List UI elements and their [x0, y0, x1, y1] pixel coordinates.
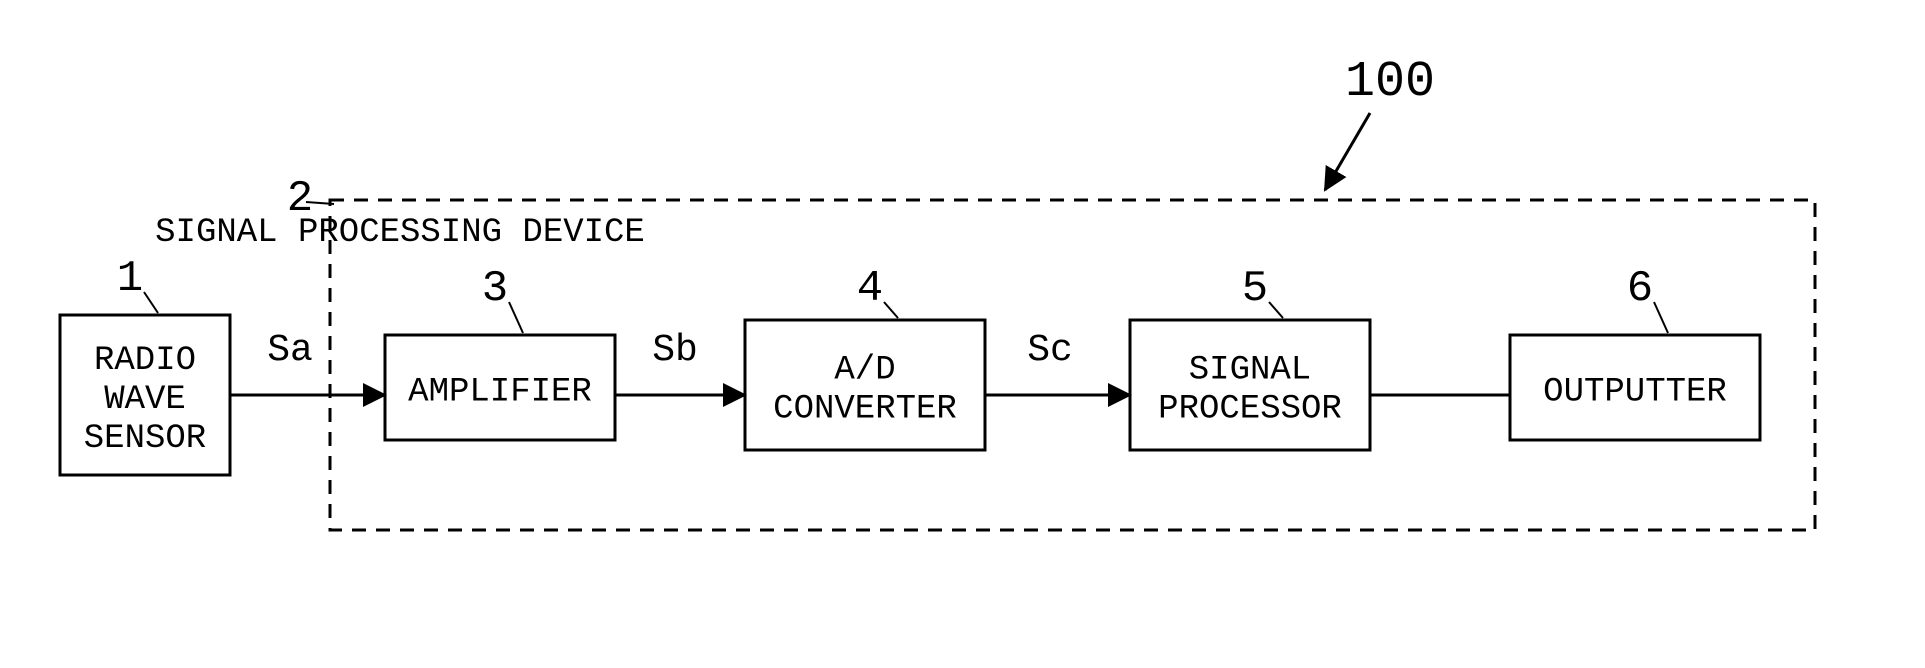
node-label-1-0: RADIO [94, 342, 196, 380]
node-number-6: 6 [1627, 264, 1653, 314]
node-label-4-0: A/D [834, 351, 895, 389]
node-label-3-0: AMPLIFIER [408, 373, 592, 411]
node-number-3: 3 [482, 264, 508, 314]
node-label-1-1: WAVE [104, 381, 186, 419]
system-number: 100 [1345, 54, 1435, 111]
node-label-5-0: SIGNAL [1189, 351, 1311, 389]
signal-label-Sb: Sb [652, 329, 698, 372]
signal-label-Sa: Sa [267, 329, 313, 372]
node-label-5-1: PROCESSOR [1158, 391, 1342, 429]
block-diagram: 2SIGNAL PROCESSING DEVICE1001RADIOWAVESE… [0, 0, 1925, 668]
node-number-5: 5 [1242, 264, 1268, 314]
container-title: SIGNAL PROCESSING DEVICE [155, 214, 645, 252]
node-number-1: 1 [117, 254, 143, 304]
node-label-6-0: OUTPUTTER [1543, 373, 1727, 411]
node-label-4-1: CONVERTER [773, 391, 957, 429]
node-label-1-2: SENSOR [84, 420, 206, 458]
signal-label-Sc: Sc [1027, 329, 1073, 372]
node-number-4: 4 [857, 264, 883, 314]
